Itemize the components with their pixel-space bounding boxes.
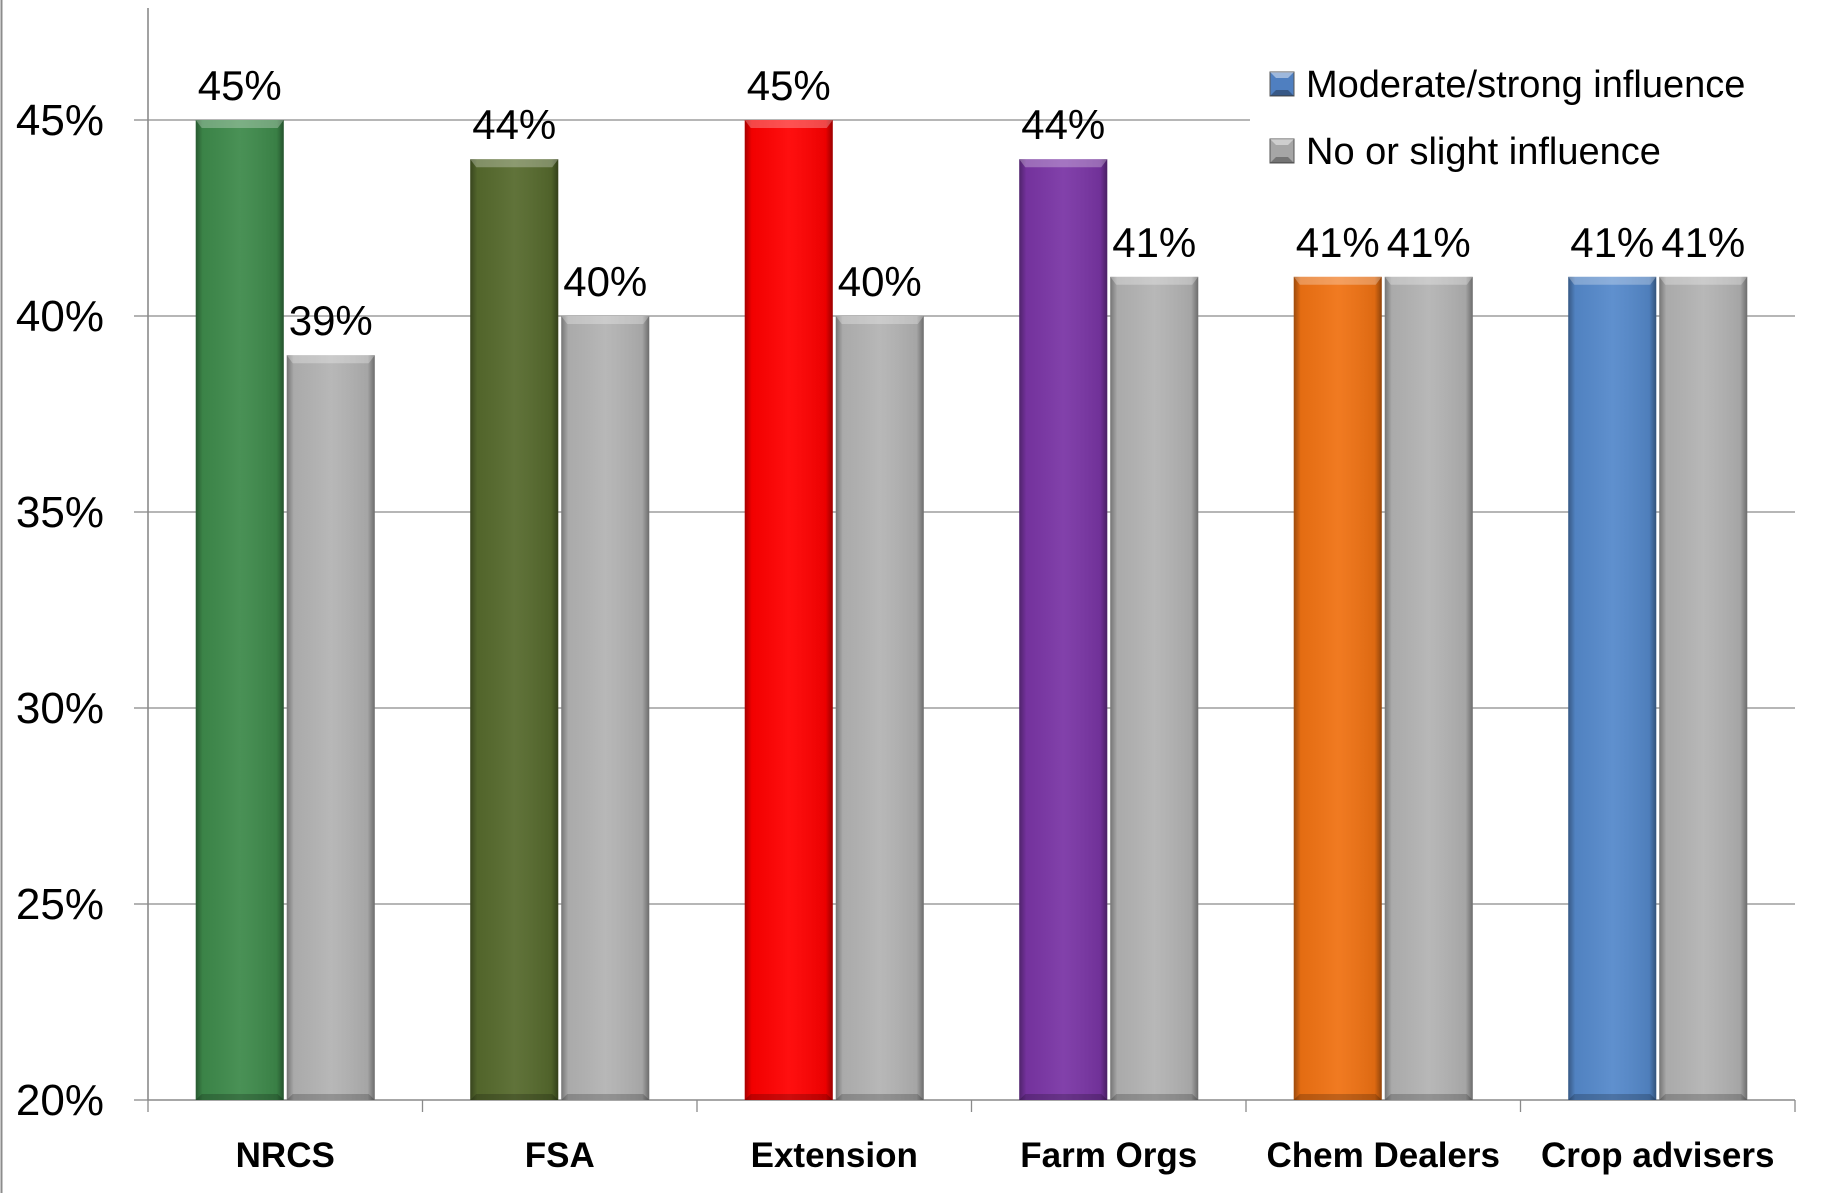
data-label: 44%	[1021, 101, 1105, 148]
data-label: 41%	[1387, 219, 1471, 266]
bar-moderate-strong-influence	[1293, 276, 1382, 1100]
bar-shading	[1110, 276, 1199, 1100]
legend-swatch-fill	[1269, 71, 1295, 97]
bar-no-or-slight-influence	[561, 316, 650, 1100]
data-label: 45%	[747, 62, 831, 109]
bar-shading	[561, 316, 650, 1100]
bar-shading	[1019, 159, 1108, 1100]
y-tick-label: 45%	[16, 96, 104, 145]
bar-bevel-top	[1019, 159, 1108, 168]
bar-shading	[835, 316, 924, 1100]
bar-bevel-bottom	[1293, 1094, 1382, 1100]
legend-swatch-icon	[1269, 71, 1295, 97]
bar-bevel-bottom	[1384, 1094, 1473, 1100]
bar-moderate-strong-influence	[744, 120, 833, 1100]
bar-shading	[286, 355, 375, 1100]
bar-bevel-bottom	[470, 1094, 559, 1100]
bar-moderate-strong-influence	[195, 120, 284, 1100]
bar-moderate-strong-influence	[1568, 276, 1657, 1100]
bar-bevel-bottom	[561, 1094, 650, 1100]
bar-shading	[744, 120, 833, 1100]
bar-moderate-strong-influence	[1019, 159, 1108, 1100]
data-label: 41%	[1570, 219, 1654, 266]
bar-bevel-bottom	[1110, 1094, 1199, 1100]
bar-bevel-top	[561, 316, 650, 324]
x-category-label: Crop advisers	[1541, 1136, 1774, 1175]
bar-no-or-slight-influence	[1384, 276, 1473, 1100]
bar-bevel-top	[195, 120, 284, 128]
bar-bevel-bottom	[835, 1094, 924, 1100]
x-category-label: Farm Orgs	[1020, 1136, 1197, 1175]
bar-bevel-top	[1293, 276, 1382, 285]
bar-shading	[1293, 276, 1382, 1100]
bar-shading	[1384, 276, 1473, 1100]
bar-bevel-top	[744, 120, 833, 128]
bar-no-or-slight-influence	[835, 316, 924, 1100]
bar-no-or-slight-influence	[286, 355, 375, 1100]
data-label: 45%	[198, 62, 282, 109]
y-tick-label: 25%	[16, 880, 104, 929]
y-tick-label: 20%	[16, 1076, 104, 1125]
legend-swatch-fill	[1269, 138, 1295, 164]
bar-shading	[1568, 276, 1657, 1100]
y-tick-label: 40%	[16, 292, 104, 341]
legend-swatch-bevel	[1270, 72, 1294, 78]
bar-bevel-top	[1110, 276, 1199, 285]
legend-swatch-shadow	[1270, 90, 1294, 96]
data-label: 39%	[289, 297, 373, 344]
legend-swatch-bevel	[1270, 139, 1294, 145]
data-label: 41%	[1661, 219, 1745, 266]
legend-label: Moderate/strong influence	[1306, 64, 1745, 106]
bar-bevel-bottom	[1019, 1094, 1108, 1100]
bar-bevel-bottom	[1568, 1094, 1657, 1100]
bar-bevel-top	[1659, 276, 1748, 285]
y-tick-label: 30%	[16, 684, 104, 733]
bar-shading	[470, 159, 559, 1100]
bar-no-or-slight-influence	[1659, 276, 1748, 1100]
bar-bevel-top	[1384, 276, 1473, 285]
legend-swatch-icon	[1269, 138, 1295, 164]
data-label: 41%	[1112, 219, 1196, 266]
bar-shading	[1659, 276, 1748, 1100]
data-label: 41%	[1296, 219, 1380, 266]
x-category-label: FSA	[525, 1136, 595, 1175]
legend-background	[1250, 50, 1795, 180]
bar-bevel-bottom	[286, 1094, 375, 1100]
bar-shading	[195, 120, 284, 1100]
bar-moderate-strong-influence	[470, 159, 559, 1100]
bar-bevel-top	[1568, 276, 1657, 285]
bar-bevel-top	[835, 316, 924, 324]
bar-bevel-bottom	[195, 1094, 284, 1100]
y-tick-label: 35%	[16, 488, 104, 537]
bar-bevel-bottom	[744, 1094, 833, 1100]
legend: Moderate/strong influence No or slight in…	[1250, 50, 1795, 180]
legend-label: No or slight influence	[1306, 131, 1661, 173]
x-category-label: Chem Dealers	[1267, 1136, 1500, 1175]
bar-no-or-slight-influence	[1110, 276, 1199, 1100]
x-category-label: Extension	[751, 1136, 918, 1175]
bar-bevel-top	[286, 355, 375, 364]
x-category-label: NRCS	[236, 1136, 335, 1175]
bar-bevel-bottom	[1659, 1094, 1748, 1100]
legend-swatch-shadow	[1270, 157, 1294, 163]
data-label: 40%	[563, 258, 647, 305]
data-label: 44%	[472, 101, 556, 148]
data-label: 40%	[838, 258, 922, 305]
bar-bevel-top	[470, 159, 559, 168]
